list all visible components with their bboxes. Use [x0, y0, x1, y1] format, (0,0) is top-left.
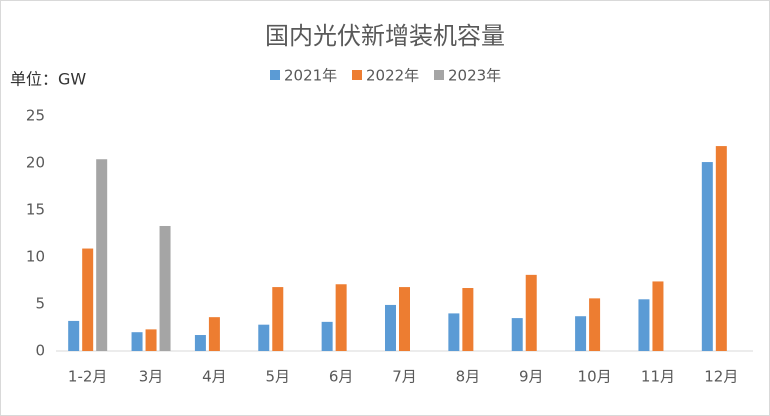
bar	[82, 248, 94, 351]
bar	[652, 281, 664, 351]
y-tick-label: 10	[26, 248, 45, 266]
legend-label: 2021年	[284, 67, 337, 85]
legend-swatch	[434, 70, 444, 80]
x-tick-label: 9月	[519, 368, 544, 386]
bar	[399, 287, 410, 351]
bar	[385, 304, 396, 351]
y-tick-label: 0	[35, 342, 45, 360]
x-tick-label: 12月	[704, 368, 738, 386]
bar	[145, 329, 157, 351]
legend-label: 2023年	[448, 67, 501, 85]
bar	[159, 225, 171, 351]
bar	[448, 313, 460, 351]
x-tick-label: 11月	[641, 368, 675, 386]
x-tick-label: 6月	[329, 368, 354, 386]
bar	[701, 162, 713, 351]
bar	[208, 317, 220, 351]
chart-title: 国内光伏新增装机容量	[265, 22, 505, 50]
x-tick-label: 5月	[265, 368, 290, 386]
bar	[462, 288, 474, 351]
bar	[715, 146, 727, 351]
x-tick-label: 8月	[456, 368, 481, 386]
bar	[272, 287, 284, 351]
bar	[525, 274, 537, 351]
bar	[96, 159, 108, 351]
x-tick-label: 4月	[202, 368, 227, 386]
bar	[258, 324, 270, 351]
x-tick-label: 3月	[139, 368, 164, 386]
bar	[68, 320, 80, 351]
y-tick-label: 20	[26, 154, 45, 172]
bar	[321, 321, 333, 351]
y-tick-label: 15	[26, 201, 45, 219]
bar	[589, 298, 601, 351]
bar	[638, 299, 650, 351]
y-tick-label: 5	[35, 295, 45, 313]
x-tick-label: 7月	[392, 368, 417, 386]
legend-swatch	[270, 70, 280, 80]
bar	[131, 332, 143, 351]
legend-swatch	[352, 70, 362, 80]
legend-label: 2022年	[366, 67, 419, 85]
bar	[511, 318, 523, 351]
bar	[194, 335, 206, 351]
bar	[575, 316, 587, 351]
x-tick-label: 10月	[578, 368, 612, 386]
bar	[335, 284, 347, 351]
y-tick-label: 25	[26, 107, 45, 125]
y-axis-label: 单位：GW	[10, 70, 86, 89]
x-tick-label: 1-2月	[68, 368, 108, 386]
